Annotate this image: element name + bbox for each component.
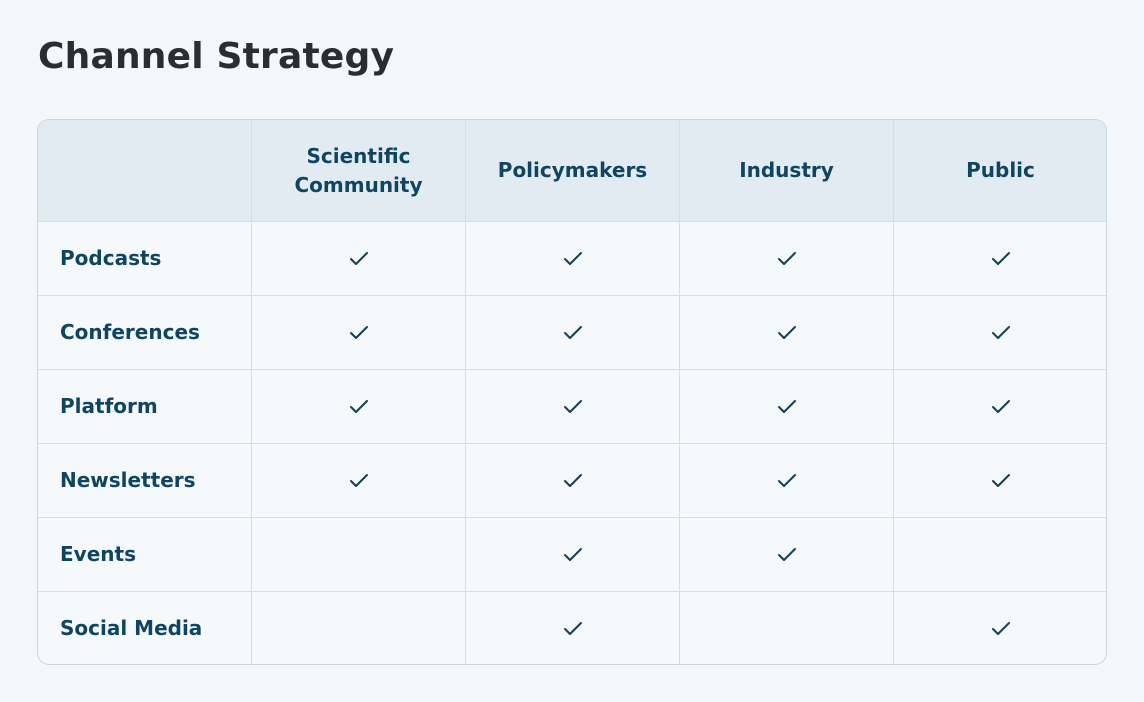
checkmark [563, 621, 582, 635]
checkmark-stroke [563, 251, 582, 265]
checkmark [349, 251, 368, 265]
checkmark-stroke [777, 399, 796, 413]
checkmark [991, 399, 1010, 413]
checkmark-stroke [777, 251, 796, 265]
checkmark [563, 547, 582, 561]
column-header-text: Industry [739, 158, 834, 182]
check-cell [466, 518, 680, 592]
check-cell [894, 370, 1106, 444]
checkmark [349, 399, 368, 413]
checkmark-stroke [563, 325, 582, 339]
checkmark [563, 325, 582, 339]
corner-cell [38, 120, 252, 222]
row-label: Podcasts [38, 222, 252, 296]
check-cell [466, 296, 680, 370]
check-cell [680, 518, 894, 592]
checkmark-stroke [563, 621, 582, 635]
check-cell [680, 592, 894, 664]
check-cell [680, 444, 894, 518]
check-cell [680, 222, 894, 296]
column-header: Policymakers [466, 120, 680, 222]
check-cell [894, 592, 1106, 664]
row-label: Newsletters [38, 444, 252, 518]
check-cell [252, 518, 466, 592]
row-label: Events [38, 518, 252, 592]
checkmark [777, 325, 796, 339]
checkmark [991, 251, 1010, 265]
check-cell [466, 592, 680, 664]
column-header-text: Scientific Community [294, 143, 423, 197]
check-cell [894, 444, 1106, 518]
checkmark [563, 473, 582, 487]
checkmark [563, 251, 582, 265]
check-cell [252, 222, 466, 296]
row-label: Platform [38, 370, 252, 444]
check-cell [894, 222, 1106, 296]
row-label: Social Media [38, 592, 252, 664]
checkmark-stroke [777, 325, 796, 339]
checkmark-stroke [349, 251, 368, 265]
check-cell [466, 222, 680, 296]
column-header-text: Policymakers [497, 158, 648, 182]
check-cell [894, 296, 1106, 370]
checkmark-stroke [563, 399, 582, 413]
checkmark-stroke [563, 473, 582, 487]
check-cell [252, 370, 466, 444]
checkmark [349, 325, 368, 339]
check-cell [252, 296, 466, 370]
check-cell [252, 592, 466, 664]
checkmark-stroke [991, 325, 1010, 339]
column-header: Industry [680, 120, 894, 222]
checkmark-stroke [991, 399, 1010, 413]
checkmark [991, 473, 1010, 487]
check-cell [466, 370, 680, 444]
check-cell [894, 518, 1106, 592]
checkmark [777, 547, 796, 561]
checkmark-stroke [349, 325, 368, 339]
checkmark-stroke [991, 621, 1010, 635]
checkmark [349, 473, 368, 487]
checkmark [777, 473, 796, 487]
checkmark-stroke [777, 547, 796, 561]
check-cell [466, 444, 680, 518]
checkmark [777, 399, 796, 413]
checkmark [991, 621, 1010, 635]
row-label: Conferences [38, 296, 252, 370]
checkmark-stroke [991, 473, 1010, 487]
checkmark [991, 325, 1010, 339]
column-header-text: Public [966, 158, 1035, 182]
channel-table: Scientific Community Policymakers Industry… [37, 119, 1107, 665]
column-header: Scientific Community [252, 120, 466, 222]
checkmark [777, 251, 796, 265]
checkmark-stroke [349, 473, 368, 487]
page-title: Channel Strategy [38, 36, 395, 77]
column-header: Public [894, 120, 1106, 222]
check-cell [680, 370, 894, 444]
checkmark-stroke [349, 399, 368, 413]
check-cell [252, 444, 466, 518]
checkmark-stroke [991, 251, 1010, 265]
check-cell [680, 296, 894, 370]
checkmark-stroke [777, 473, 796, 487]
checkmark [563, 399, 582, 413]
checkmark-stroke [563, 547, 582, 561]
